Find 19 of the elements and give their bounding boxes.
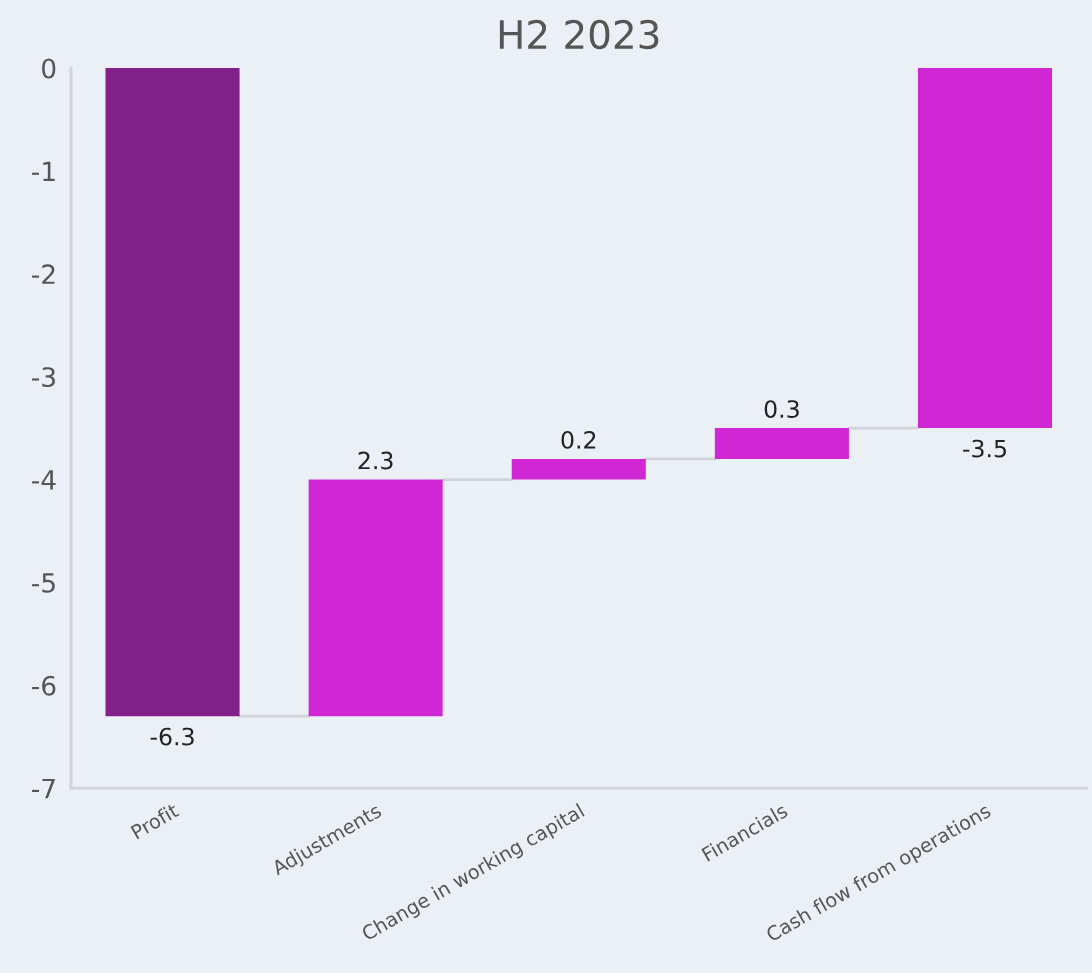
data-label: 0.2 (561, 430, 596, 449)
chart-title: H2 2023 (499, 19, 659, 50)
y-tick-label: -3 (32, 367, 55, 388)
y-tick-label: -2 (32, 264, 55, 284)
bar (714, 428, 849, 459)
data-label: -3.5 (963, 439, 1006, 458)
y-tick-label: -6 (32, 675, 56, 696)
data-label: 0.3 (764, 400, 799, 418)
bar (917, 68, 1053, 429)
bar (511, 458, 646, 480)
data-label: 2.3 (358, 451, 393, 470)
bar (308, 479, 443, 717)
y-tick-label: -1 (32, 161, 55, 181)
bar (105, 68, 240, 717)
y-tick-label: -5 (32, 573, 55, 593)
data-label: -6.3 (150, 727, 194, 746)
y-tick-label: -7 (32, 778, 55, 799)
y-tick-label: 0 (42, 58, 56, 79)
y-tick-label: -4 (32, 470, 56, 490)
